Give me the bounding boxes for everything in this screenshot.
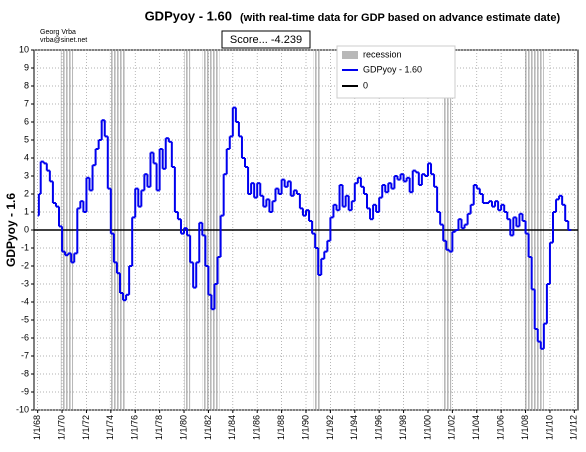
y-tick-label: 0 — [24, 224, 29, 234]
legend-label: 0 — [363, 80, 368, 90]
credit: Georg Vrba — [40, 29, 76, 36]
y-tick-label: -3 — [21, 278, 29, 288]
x-tick-label: 1/1/90 — [300, 415, 310, 440]
x-tick-label: 1/1/72 — [81, 415, 91, 440]
legend-label: GDPyoy - 1.60 — [363, 64, 422, 74]
score-box — [221, 30, 311, 49]
y-tick-label: 2 — [24, 188, 29, 198]
y-tick-label: -2 — [21, 260, 29, 270]
annotation: Score... -4.239 — [230, 34, 302, 46]
y-tick-label: -9 — [21, 386, 29, 396]
x-tick-label: 1/1/10 — [544, 415, 554, 440]
chart-subtitle: (with real-time data for GDP based on ad… — [240, 12, 560, 24]
series — [37, 106, 572, 350]
y-tick-label: -7 — [21, 350, 29, 360]
x-tick-label: 1/1/98 — [398, 415, 408, 440]
x-tick-label: 1/1/96 — [374, 415, 384, 440]
y-tick-label: -10 — [16, 404, 29, 414]
x-tick-label: 1/1/74 — [105, 415, 115, 440]
y-tick-label: 1 — [24, 206, 29, 216]
x-tick-label: 1/1/70 — [56, 415, 66, 440]
x-tick-label: 1/1/92 — [325, 415, 335, 440]
x-tick-label: 1/1/80 — [178, 415, 188, 440]
y-tick-label: -5 — [21, 314, 29, 324]
y-tick-label: -1 — [21, 242, 29, 252]
x-tick-label: 1/1/86 — [252, 415, 262, 440]
x-tick-label: 1/1/68 — [32, 415, 42, 440]
credit: vrba@sinet.net — [40, 37, 87, 44]
y-tick-label: 8 — [24, 80, 29, 90]
y-tick-label: 4 — [24, 152, 29, 162]
y-axis-label: GDPyoy - 1.6 — [4, 193, 18, 267]
x-tick-label: 1/1/08 — [520, 415, 530, 440]
legend-swatch — [342, 51, 358, 59]
x-tick-label: 1/1/82 — [203, 415, 213, 440]
chart-title: GDPyoy - 1.60 — [145, 8, 232, 23]
y-tick-label: 5 — [24, 134, 29, 144]
x-tick-label: 1/1/12 — [569, 415, 579, 440]
y-tick-label: -4 — [21, 296, 29, 306]
y-tick-label: 9 — [24, 62, 29, 72]
legend-label: recession — [363, 49, 402, 59]
x-tick-label: 1/1/94 — [349, 415, 359, 440]
x-tick-label: 1/1/88 — [276, 415, 286, 440]
y-tick-label: 6 — [24, 116, 29, 126]
y-tick-label: -6 — [21, 332, 29, 342]
y-tick-label: 10 — [19, 44, 29, 54]
x-tick-label: 1/1/04 — [471, 415, 481, 440]
x-tick-label: 1/1/76 — [130, 415, 140, 440]
y-tick-label: 3 — [24, 170, 29, 180]
x-tick-label: 1/1/00 — [422, 415, 432, 440]
x-tick-label: 1/1/84 — [227, 415, 237, 440]
y-tick-label: -8 — [21, 368, 29, 378]
x-tick-label: 1/1/06 — [496, 415, 506, 440]
x-tick-label: 1/1/02 — [447, 415, 457, 440]
x-tick-label: 1/1/78 — [154, 415, 164, 440]
y-tick-label: 7 — [24, 98, 29, 108]
